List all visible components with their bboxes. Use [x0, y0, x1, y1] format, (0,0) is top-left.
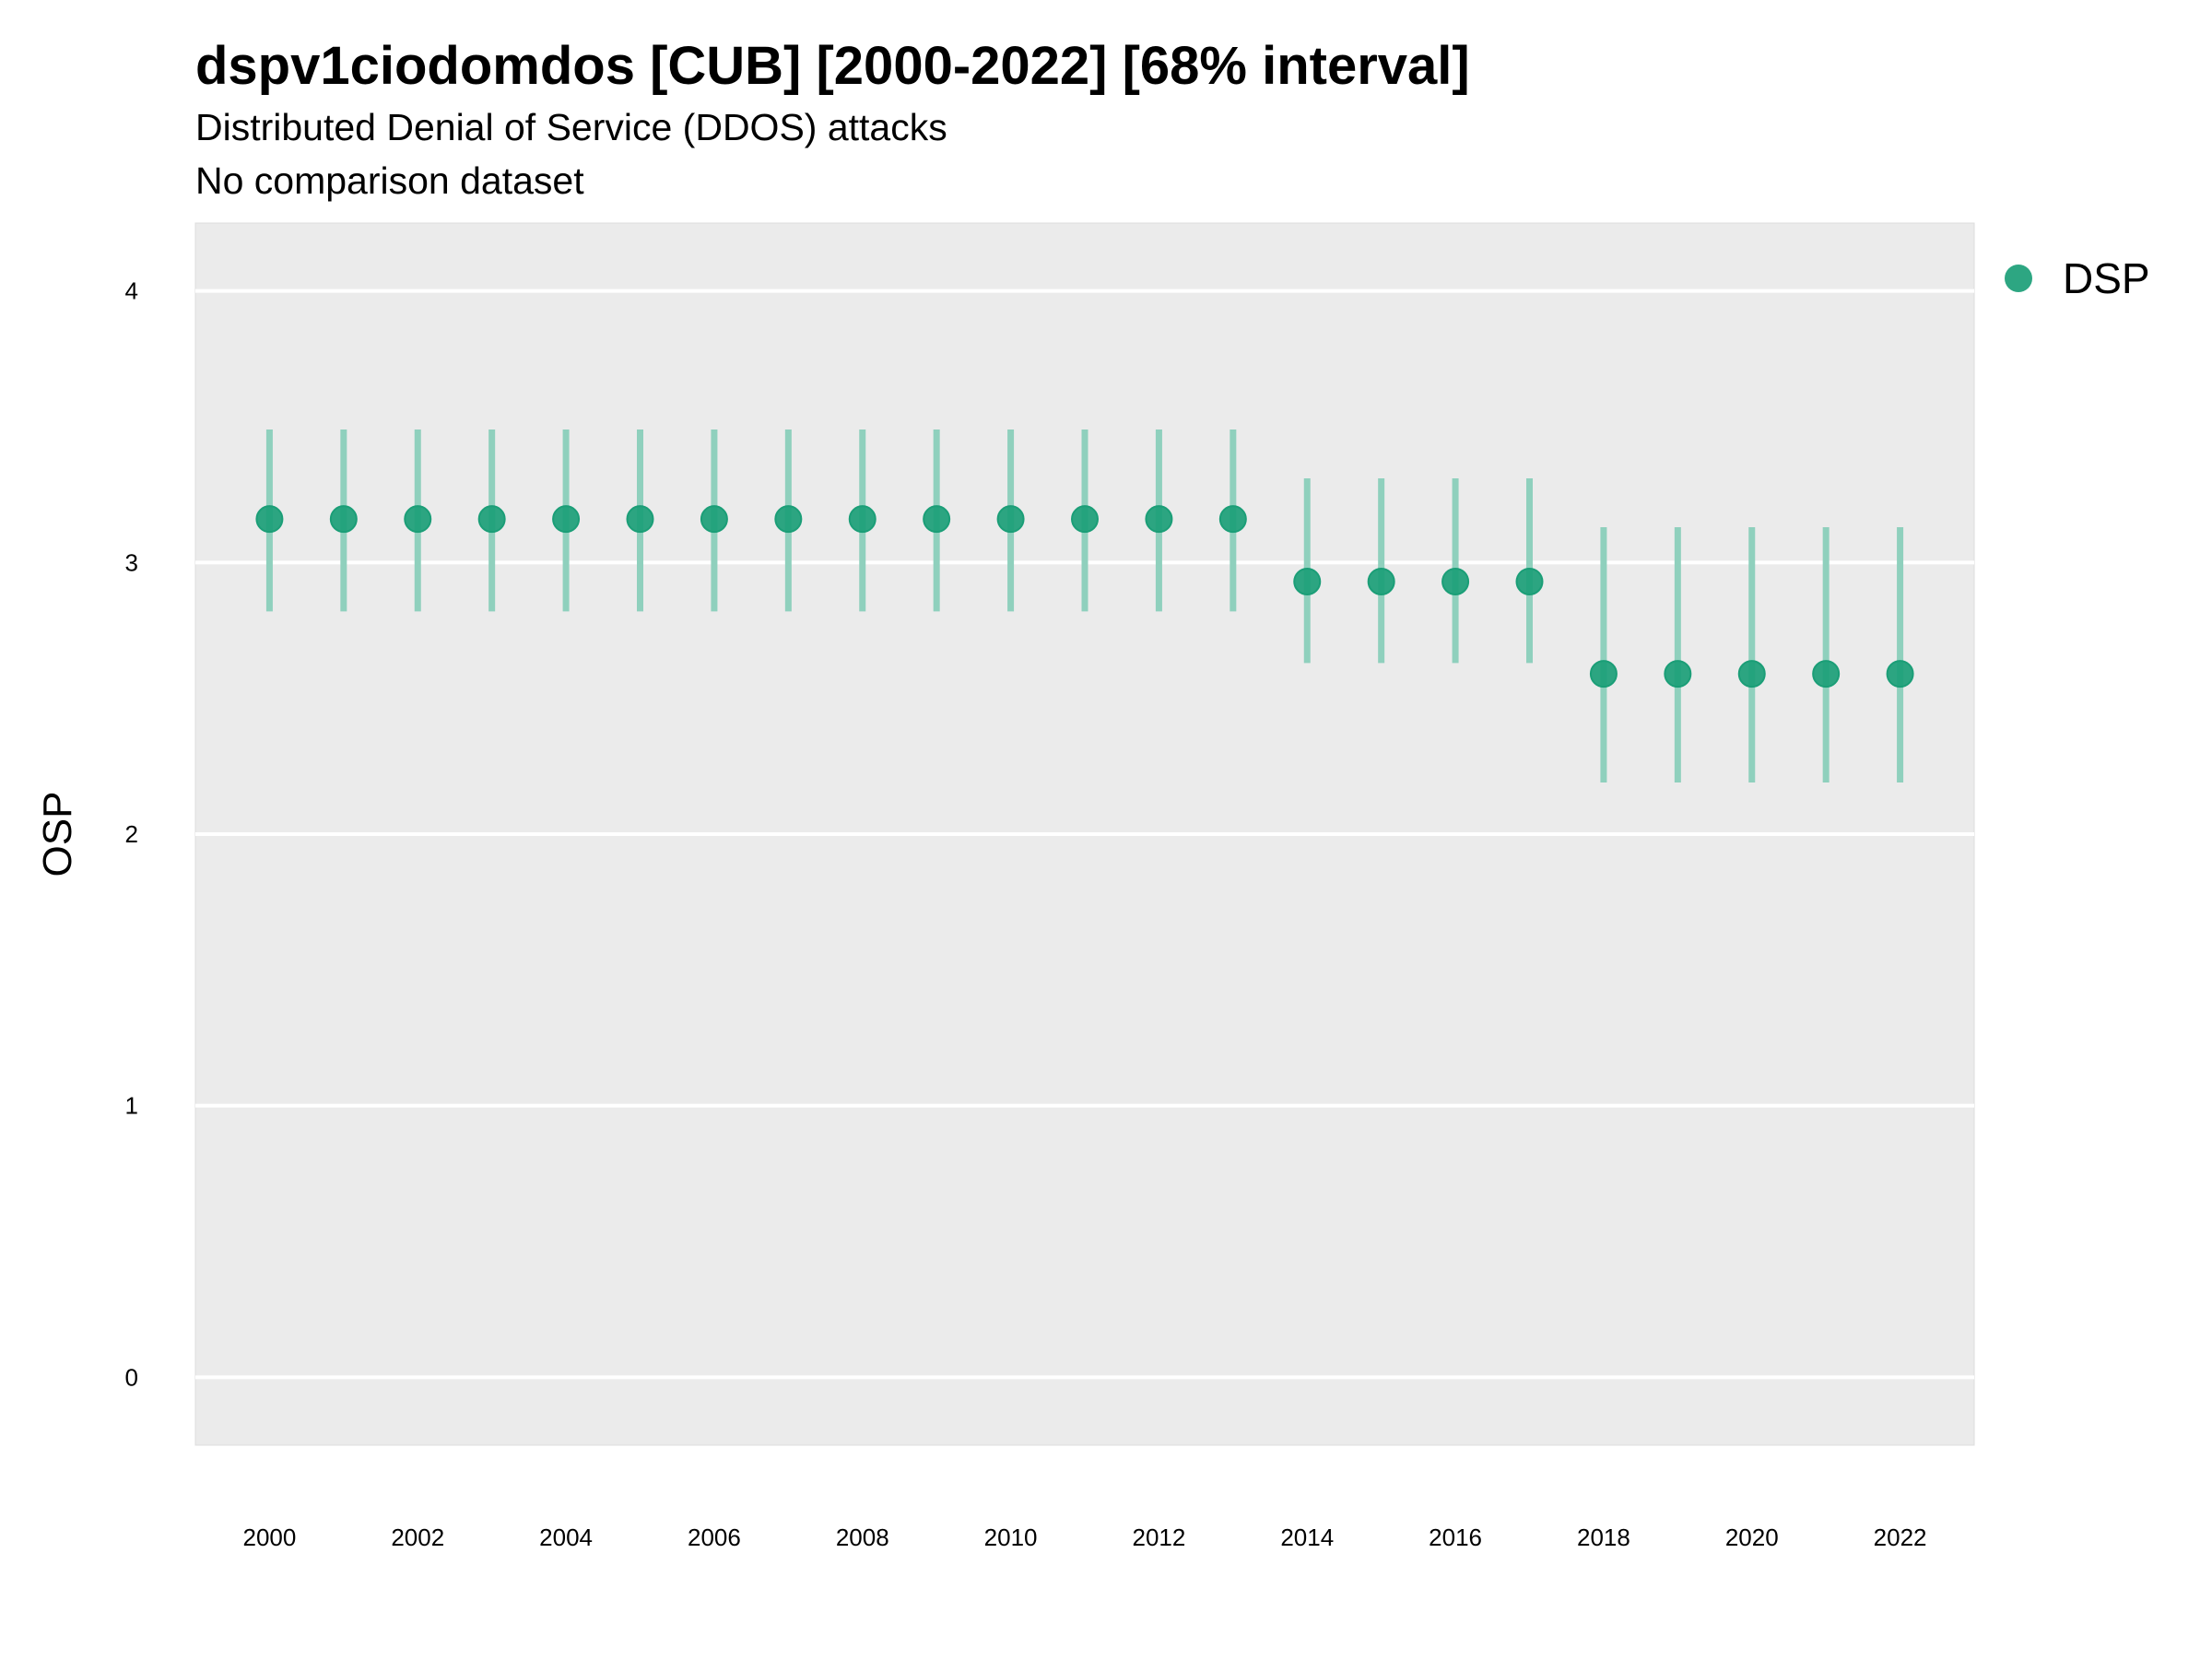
- x-tick-label: 2010: [984, 1524, 1038, 1551]
- y-tick-label: 1: [125, 1092, 138, 1120]
- y-axis-ticks: 0 1 2 3 4: [125, 277, 138, 1392]
- x-axis-ticks: 2000 2002 2004 2006 2008 2010 2012 2014 2016 2018…: [242, 1524, 1926, 1551]
- x-tick-label: 2006: [688, 1524, 741, 1551]
- x-tick-label: 2002: [391, 1524, 444, 1551]
- y-tick-label: 3: [125, 548, 138, 576]
- data-point: [923, 505, 951, 534]
- y-tick-label: 0: [125, 1363, 138, 1391]
- chart-comparison-note: No comparison dataset: [195, 159, 584, 202]
- data-point: [1293, 567, 1322, 595]
- data-points: [255, 505, 1914, 688]
- data-point: [1145, 505, 1173, 534]
- x-tick-label: 2004: [539, 1524, 593, 1551]
- y-tick-label: 4: [125, 277, 138, 305]
- y-axis-label: OSP: [35, 792, 80, 877]
- x-tick-label: 2012: [1132, 1524, 1185, 1551]
- data-point: [552, 505, 581, 534]
- data-point: [404, 505, 432, 534]
- data-point: [996, 505, 1025, 534]
- data-point: [255, 505, 284, 534]
- x-tick-label: 2008: [836, 1524, 889, 1551]
- x-tick-label: 2000: [242, 1524, 296, 1551]
- data-point: [1886, 660, 1914, 688]
- data-point: [1218, 505, 1247, 534]
- chart-subtitle: Distributed Denial of Service (DDOS) att…: [195, 106, 947, 148]
- x-tick-label: 2016: [1429, 1524, 1482, 1551]
- data-point: [626, 505, 654, 534]
- data-point: [1367, 567, 1395, 595]
- legend: DSP: [2005, 254, 2150, 302]
- data-point: [774, 505, 803, 534]
- x-tick-label: 2014: [1280, 1524, 1334, 1551]
- legend-label-dsp: DSP: [2063, 254, 2150, 302]
- x-tick-label: 2018: [1577, 1524, 1630, 1551]
- legend-key-dsp: [2005, 265, 2032, 292]
- data-point: [477, 505, 506, 534]
- data-point: [1664, 660, 1692, 688]
- data-point: [1812, 660, 1841, 688]
- data-point: [1441, 567, 1470, 595]
- data-point: [700, 505, 728, 534]
- data-point: [1071, 505, 1099, 534]
- data-point: [1737, 660, 1766, 688]
- data-point: [329, 505, 358, 534]
- data-point: [1515, 567, 1544, 595]
- data-point: [1589, 660, 1618, 688]
- data-point: [848, 505, 877, 534]
- x-tick-label: 2020: [1725, 1524, 1779, 1551]
- chart-title: dspv1ciodomdos [CUB] [2000-2022] [68% in…: [195, 36, 1470, 96]
- y-tick-label: 2: [125, 820, 138, 848]
- x-tick-label: 2022: [1874, 1524, 1927, 1551]
